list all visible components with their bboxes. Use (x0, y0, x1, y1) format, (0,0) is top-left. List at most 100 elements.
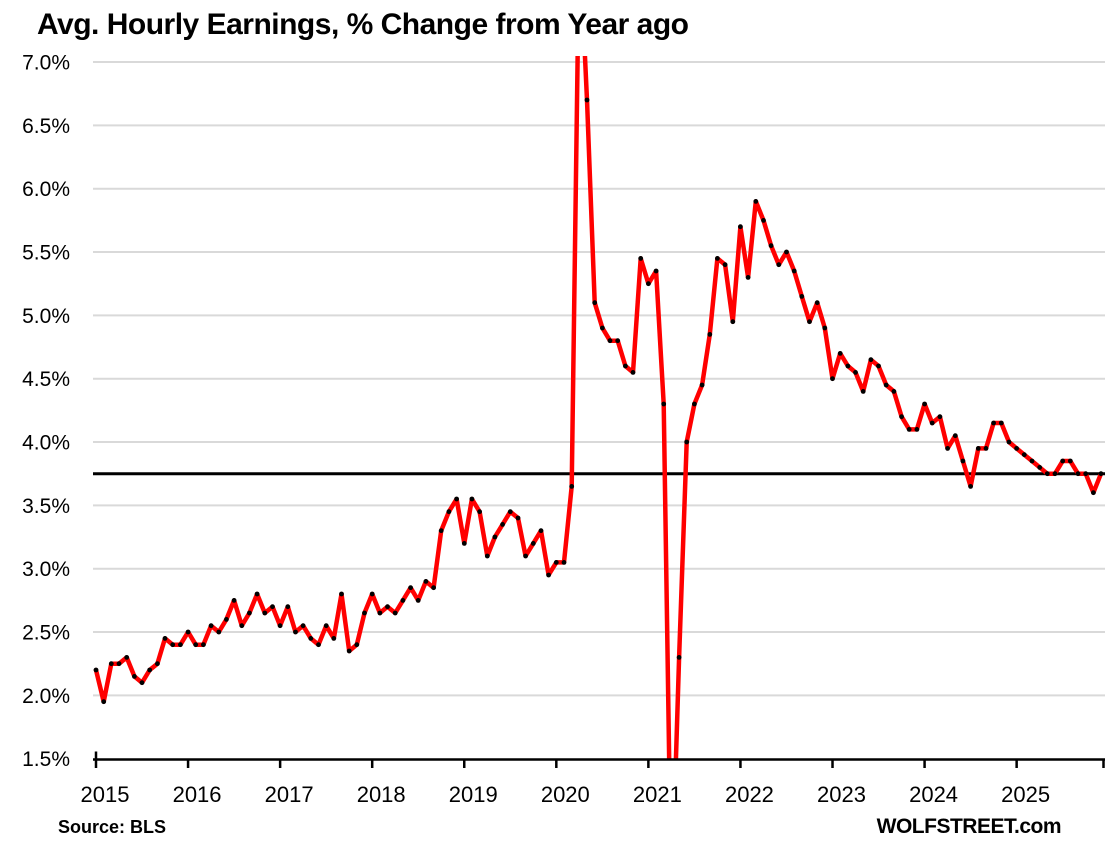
x-tick-label: 2021 (633, 782, 682, 807)
data-point (392, 610, 398, 616)
data-point (369, 591, 375, 597)
data-point (960, 458, 966, 464)
data-point (415, 598, 421, 603)
data-point (546, 572, 551, 578)
data-point (768, 243, 774, 249)
data-point (323, 623, 329, 629)
data-point (354, 642, 360, 648)
x-tick-label: 2017 (265, 782, 314, 807)
y-tick-label: 1.5% (22, 748, 70, 771)
data-point (699, 382, 705, 388)
data-point (231, 598, 237, 603)
data-point (469, 496, 475, 502)
data-point (799, 294, 805, 299)
x-axis-labels: 2015 2016 2017 2018 2019 2020 2021 2022 2023 2024… (81, 782, 1051, 807)
data-point (484, 553, 490, 559)
x-tick-label: 2023 (817, 782, 866, 807)
data-point (761, 218, 766, 223)
data-point (952, 433, 958, 439)
data-point (807, 319, 812, 325)
data-point (745, 275, 751, 280)
data-point (208, 623, 214, 629)
data-point (339, 591, 344, 597)
data-point (162, 636, 168, 641)
data-point (968, 484, 973, 489)
data-point (362, 610, 367, 616)
data-point (507, 509, 513, 515)
data-point (216, 629, 222, 635)
data-point (998, 420, 1004, 426)
data-point (684, 439, 690, 445)
y-tick-label: 4.0% (22, 432, 70, 455)
data-point (814, 300, 820, 306)
data-point (1052, 471, 1058, 477)
data-point (500, 522, 505, 527)
data-point (308, 636, 314, 641)
data-point (170, 642, 176, 648)
x-tick-label: 2024 (909, 782, 958, 807)
y-tick-label: 3.0% (22, 558, 70, 581)
data-point (738, 224, 743, 230)
data-point (285, 604, 291, 610)
data-point (93, 667, 99, 673)
data-point (983, 446, 989, 451)
y-tick-label: 5.5% (22, 242, 70, 265)
data-point (845, 363, 851, 369)
data-point (254, 591, 260, 597)
data-point (906, 427, 912, 432)
data-point (600, 325, 605, 331)
x-tick-label: 2015 (81, 782, 130, 807)
wolfstreet-logo-text: WOLFSTREET.com (876, 815, 1062, 838)
y-tick-label: 7.0% (22, 52, 70, 75)
data-point (646, 281, 651, 287)
data-point (1091, 490, 1096, 496)
data-point (1067, 458, 1073, 464)
chart-title: Avg. Hourly Earnings, % Change from Year… (37, 8, 689, 41)
x-tick-label: 2022 (725, 782, 774, 807)
x-tick-label: 2025 (1001, 782, 1050, 807)
data-point (561, 560, 567, 565)
data-point (147, 667, 153, 673)
data-point (822, 325, 828, 331)
data-point (116, 661, 122, 667)
data-point (830, 376, 835, 382)
data-point (929, 420, 935, 426)
y-tick-label: 2.0% (22, 685, 70, 708)
y-tick-label: 6.0% (22, 178, 70, 201)
data-point (270, 604, 275, 610)
data-point (538, 528, 544, 534)
data-point (715, 256, 720, 261)
data-point (991, 420, 996, 426)
data-point (124, 655, 130, 660)
source-note: Source: BLS (58, 817, 167, 837)
data-point (692, 401, 697, 407)
data-point (530, 541, 536, 546)
x-tick-label: 2016 (173, 782, 222, 807)
data-point (945, 446, 950, 451)
data-point (515, 515, 521, 521)
data-point (193, 642, 199, 648)
data-point (239, 623, 245, 629)
data-point (1075, 471, 1081, 477)
data-point (1021, 452, 1027, 458)
data-point (1014, 446, 1019, 451)
data-point (1060, 458, 1066, 464)
data-point (891, 389, 897, 394)
data-point (523, 553, 528, 559)
data-point (722, 262, 728, 268)
data-point (1006, 439, 1012, 445)
data-point (853, 370, 858, 375)
y-axis-labels: 7.0% 6.5% 6.0% 5.5% 5.0% 4.5% 4.0% 3.5% 3.0% 2.5%… (22, 52, 70, 772)
data-point (776, 262, 782, 268)
data-point (876, 363, 881, 369)
earnings-line (93, 56, 1104, 760)
data-point (630, 370, 636, 375)
data-point (922, 401, 927, 407)
data-point (316, 642, 321, 648)
data-point (431, 585, 436, 591)
data-point (277, 623, 283, 629)
x-tick-label: 2018 (357, 782, 406, 807)
data-point (914, 427, 920, 432)
